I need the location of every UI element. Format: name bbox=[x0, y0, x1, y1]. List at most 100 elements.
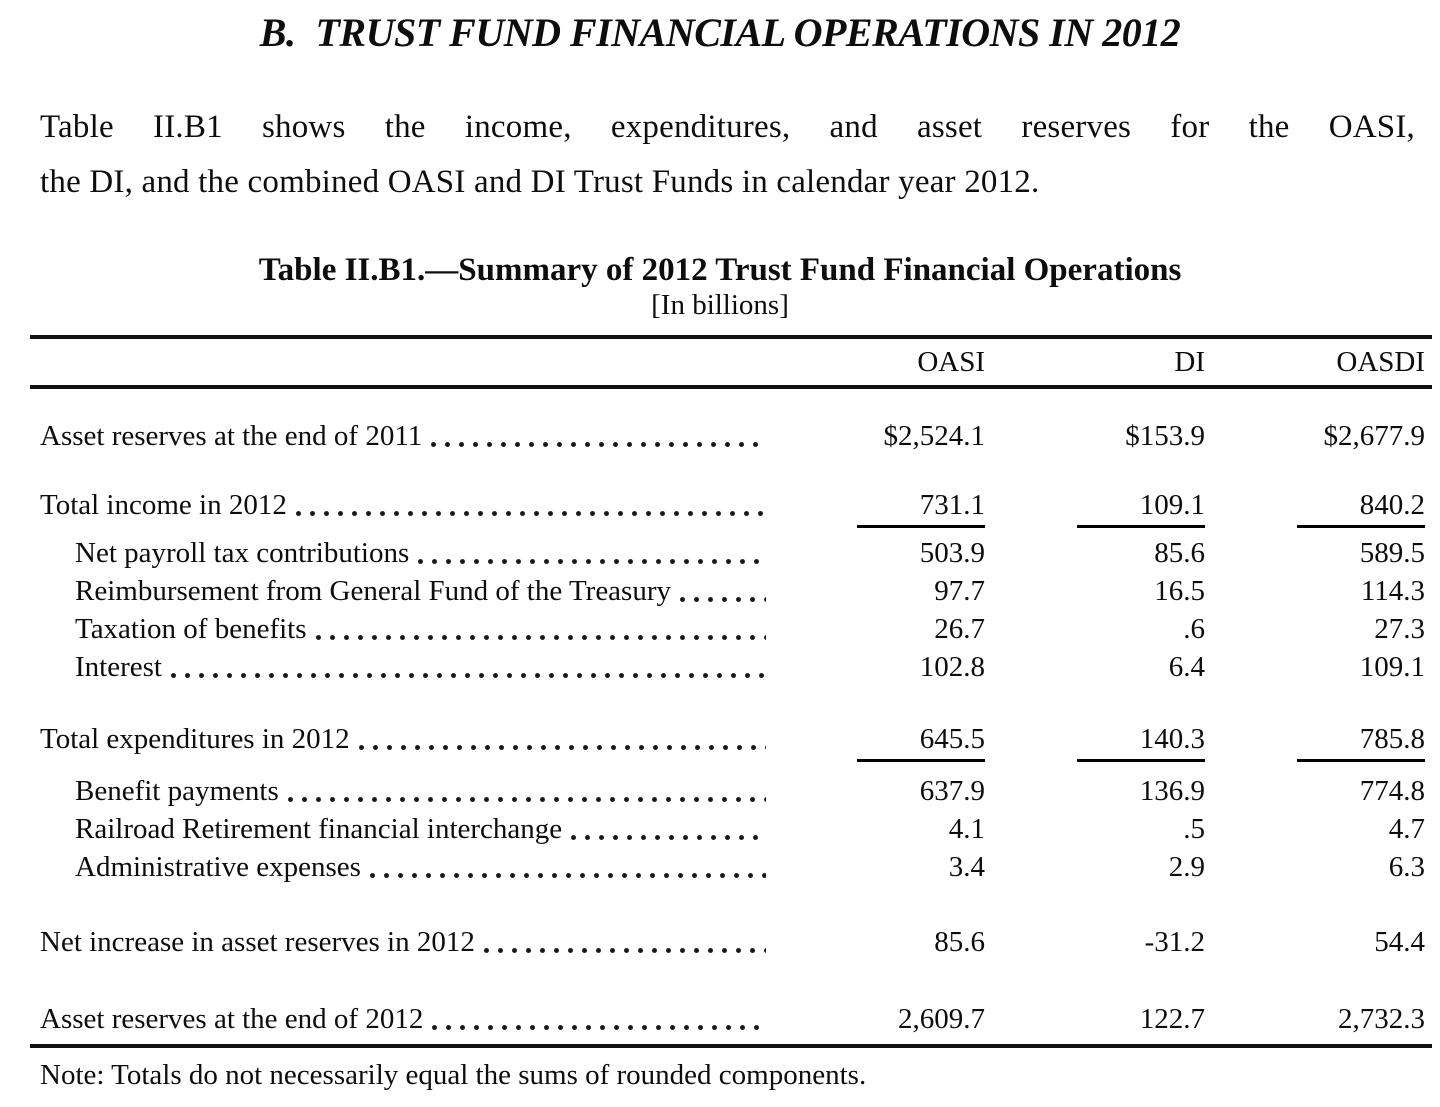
table-rule-bottom bbox=[30, 1044, 1432, 1048]
cell-value: 4.1 bbox=[948, 813, 985, 845]
cell-value: .6 bbox=[1183, 613, 1205, 645]
cell-oasi: 97.7 bbox=[780, 572, 985, 610]
table-row-net-payroll-tax: Net payroll tax contributions 503.9 85.6… bbox=[30, 534, 1432, 572]
cell-value: 16.5 bbox=[1154, 575, 1205, 607]
row-label: Asset reserves at the end of 2012 bbox=[40, 1003, 424, 1035]
row-label: Asset reserves at the end of 2011 bbox=[40, 420, 423, 452]
cell-value: 589.5 bbox=[1359, 537, 1425, 569]
cell-oasi: 3.4 bbox=[780, 848, 985, 886]
dot-leader bbox=[369, 873, 766, 886]
cell-di: 16.5 bbox=[985, 572, 1205, 610]
cell-di: .5 bbox=[985, 810, 1205, 848]
cell-value: 731.1 bbox=[857, 486, 985, 528]
row-label-cell: Asset reserves at the end of 2012 bbox=[40, 1000, 780, 1038]
cell-di: -31.2 bbox=[985, 923, 1205, 961]
row-label-cell: Interest bbox=[40, 648, 780, 686]
cell-oasdi: 109.1 bbox=[1205, 648, 1425, 686]
cell-di: 136.9 bbox=[985, 772, 1205, 810]
cell-oasi: 4.1 bbox=[780, 810, 985, 848]
row-label: Total expenditures in 2012 bbox=[40, 723, 350, 755]
cell-value: 85.6 bbox=[1154, 537, 1205, 569]
row-label-cell: Administrative expenses bbox=[40, 848, 780, 886]
cell-value: 645.5 bbox=[857, 720, 985, 762]
row-label-cell: Benefit payments bbox=[40, 772, 780, 810]
cell-value: 2,732.3 bbox=[1338, 1003, 1425, 1035]
row-label-cell: Net increase in asset reserves in 2012 bbox=[40, 923, 780, 961]
cell-di: 6.4 bbox=[985, 648, 1205, 686]
section-title: B. TRUST FUND FINANCIAL OPERATIONS IN 201… bbox=[0, 8, 1440, 58]
dot-leader bbox=[571, 835, 766, 848]
dot-leader bbox=[418, 559, 766, 572]
row-label: Benefit payments bbox=[75, 775, 279, 807]
cell-value: 114.3 bbox=[1360, 575, 1425, 607]
cell-di: 109.1 bbox=[985, 486, 1205, 528]
cell-value: $2,524.1 bbox=[883, 420, 986, 452]
cell-di: .6 bbox=[985, 610, 1205, 648]
dot-leader bbox=[432, 1025, 766, 1038]
cell-oasdi: 27.3 bbox=[1205, 610, 1425, 648]
cell-oasi: 503.9 bbox=[780, 534, 985, 572]
row-label-cell: Net payroll tax contributions bbox=[40, 534, 780, 572]
table-rule-header bbox=[30, 385, 1432, 389]
cell-value: 109.1 bbox=[1359, 651, 1425, 683]
cell-oasdi: $2,677.9 bbox=[1205, 417, 1426, 455]
intro-line-2: the DI, and the combined OASI and DI Tru… bbox=[40, 164, 1040, 200]
cell-value: 26.7 bbox=[934, 613, 985, 645]
dot-leader bbox=[295, 511, 766, 524]
cell-value: 2,609.7 bbox=[898, 1003, 985, 1035]
table-row-total-income: Total income in 2012 731.1 109.1 840.2 bbox=[30, 486, 1432, 528]
row-label-cell: Asset reserves at the end of 2011 bbox=[40, 417, 780, 455]
cell-oasi: 26.7 bbox=[780, 610, 985, 648]
cell-oasi: 85.6 bbox=[780, 923, 985, 961]
cell-value: 503.9 bbox=[919, 537, 985, 569]
cell-di: 2.9 bbox=[985, 848, 1205, 886]
table-header-row: OASI DI OASDI bbox=[30, 339, 1432, 385]
table-row-taxation-of-benefits: Taxation of benefits 26.7 .6 27.3 bbox=[30, 610, 1432, 648]
intro-line-1: Table II.B1 shows the income, expenditur… bbox=[40, 109, 1415, 145]
row-label-cell: Total expenditures in 2012 bbox=[40, 720, 780, 758]
section-letter: B. bbox=[259, 10, 296, 55]
dot-leader bbox=[358, 745, 766, 758]
cell-value: 85.6 bbox=[934, 926, 985, 958]
cell-value: 54.4 bbox=[1374, 926, 1425, 958]
cell-oasdi: 4.7 bbox=[1205, 810, 1425, 848]
cell-value: 3.4 bbox=[948, 851, 985, 883]
row-label: Total income in 2012 bbox=[40, 489, 287, 521]
cell-value: 2.9 bbox=[1168, 851, 1205, 883]
table-caption-block: Table II.B1.—Summary of 2012 Trust Fund … bbox=[0, 252, 1440, 322]
cell-oasi: $2,524.1 bbox=[780, 417, 986, 455]
cell-oasi: 637.9 bbox=[780, 772, 985, 810]
table-row-interest: Interest 102.8 6.4 109.1 bbox=[30, 648, 1432, 686]
row-label-cell: Total income in 2012 bbox=[40, 486, 780, 524]
table-row-asset-reserves-2012: Asset reserves at the end of 2012 2,609.… bbox=[30, 1000, 1432, 1038]
cell-oasdi: 774.8 bbox=[1205, 772, 1425, 810]
table-row-asset-reserves-2011: Asset reserves at the end of 2011 $2,524… bbox=[30, 417, 1432, 455]
cell-value: 840.2 bbox=[1297, 486, 1425, 528]
cell-value: 102.8 bbox=[919, 651, 985, 683]
intro-paragraph: Table II.B1 shows the income, expenditur… bbox=[40, 100, 1415, 210]
cell-value: 785.8 bbox=[1297, 720, 1425, 762]
cell-value: 122.7 bbox=[1139, 1003, 1205, 1035]
cell-value: $153.9 bbox=[1125, 420, 1205, 452]
cell-oasdi: 54.4 bbox=[1205, 923, 1425, 961]
section-title-text: TRUST FUND FINANCIAL OPERATIONS IN 2012 bbox=[315, 10, 1181, 55]
row-label: Railroad Retirement financial interchang… bbox=[75, 813, 563, 845]
cell-value: 6.4 bbox=[1168, 651, 1205, 683]
cell-value: -31.2 bbox=[1144, 926, 1205, 958]
row-label: Taxation of benefits bbox=[75, 613, 307, 645]
row-label-cell: Taxation of benefits bbox=[40, 610, 780, 648]
cell-di: 140.3 bbox=[985, 720, 1205, 762]
table-note: Note: Totals do not necessarily equal th… bbox=[40, 1059, 867, 1091]
cell-di: $153.9 bbox=[985, 417, 1205, 455]
cell-oasi: 102.8 bbox=[780, 648, 985, 686]
column-header-oasi: OASI bbox=[917, 346, 985, 378]
cell-oasdi: 840.2 bbox=[1205, 486, 1425, 528]
dot-leader bbox=[287, 797, 766, 810]
cell-value: 774.8 bbox=[1359, 775, 1425, 807]
table-row-total-expenditures: Total expenditures in 2012 645.5 140.3 7… bbox=[30, 720, 1432, 762]
column-header-oasdi: OASDI bbox=[1336, 346, 1425, 378]
cell-oasi: 645.5 bbox=[780, 720, 985, 762]
cell-value: .5 bbox=[1183, 813, 1205, 845]
cell-value: 27.3 bbox=[1374, 613, 1425, 645]
